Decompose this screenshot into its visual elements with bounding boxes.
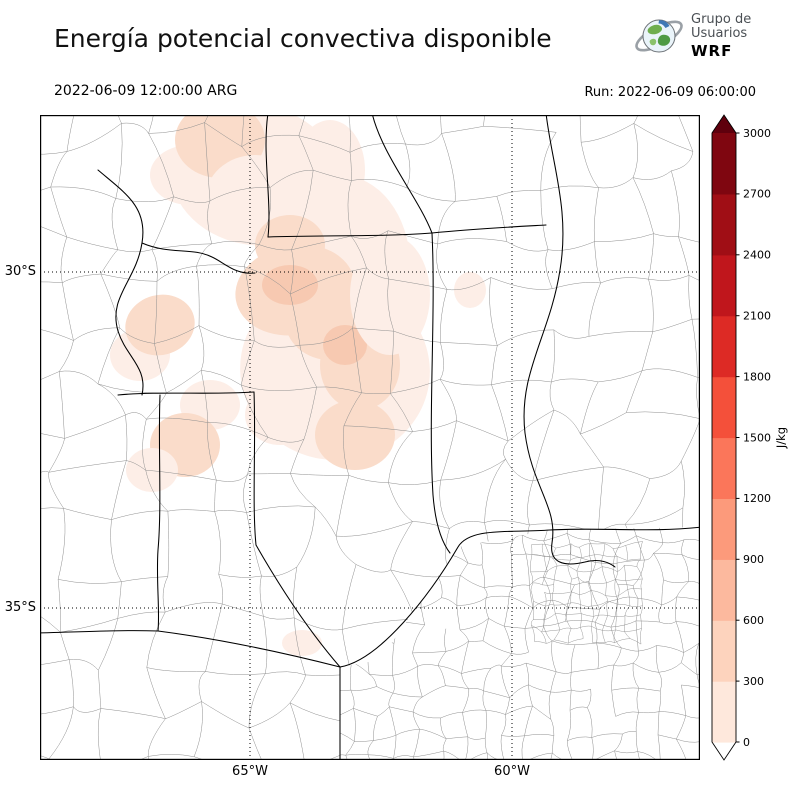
logo-line1: Grupo de xyxy=(691,11,752,27)
svg-text:2700: 2700 xyxy=(743,188,771,201)
svg-text:2400: 2400 xyxy=(743,249,771,262)
lon-tick-65w: 65°W xyxy=(232,764,268,779)
lon-tick-60w: 60°W xyxy=(494,764,530,779)
run-time-label: Run: 2022-06-09 06:00:00 xyxy=(584,85,756,100)
lat-tick-35s: 35°S xyxy=(4,600,36,615)
svg-text:2100: 2100 xyxy=(743,310,771,323)
svg-text:1500: 1500 xyxy=(743,431,771,444)
svg-text:1800: 1800 xyxy=(743,370,771,383)
svg-text:900: 900 xyxy=(743,553,764,566)
lat-tick-30s: 30°S xyxy=(4,264,36,279)
logo-text: Grupo de Usuarios WRF xyxy=(691,11,752,60)
svg-text:1200: 1200 xyxy=(743,492,771,505)
svg-text:300: 300 xyxy=(743,675,764,688)
globe-icon xyxy=(635,19,683,53)
colorbar: 0 300 600 900 1200 1500 1800 2100 2400 2700 3000 J/… xyxy=(711,114,788,761)
wrf-logo: Grupo de Usuarios WRF xyxy=(633,10,751,62)
svg-text:J/kg: J/kg xyxy=(774,427,788,449)
map-canvas xyxy=(40,115,700,760)
valid-time-label: 2022-06-09 12:00:00 ARG xyxy=(54,83,238,99)
svg-text:0: 0 xyxy=(743,736,750,749)
svg-text:3000: 3000 xyxy=(743,127,771,140)
svg-text:600: 600 xyxy=(743,614,764,627)
page-title: Energía potencial convectiva disponible xyxy=(54,24,552,53)
logo-wrf: WRF xyxy=(691,41,733,60)
logo-line2: Usuarios xyxy=(691,26,748,42)
